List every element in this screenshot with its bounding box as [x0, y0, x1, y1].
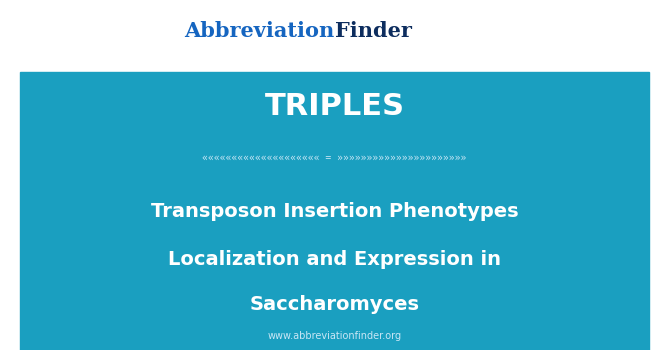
- Text: Finder: Finder: [334, 21, 411, 41]
- Text: Abbreviation: Abbreviation: [184, 21, 334, 41]
- Text: Transposon Insertion Phenotypes: Transposon Insertion Phenotypes: [151, 202, 518, 221]
- Text: www.abbreviationfinder.org: www.abbreviationfinder.org: [268, 331, 401, 341]
- Bar: [0, 0, 669, 61]
- Bar: [20, 72, 649, 350]
- Text: «««««««««««««««««««« = »»»»»»»»»»»»»»»»»»»»»»: «««««««««««««««««««« = »»»»»»»»»»»»»»»»»…: [202, 153, 467, 162]
- Text: Localization and Expression in: Localization and Expression in: [168, 250, 501, 268]
- Text: Saccharomyces: Saccharomyces: [250, 295, 419, 314]
- Text: TRIPLES: TRIPLES: [264, 92, 405, 121]
